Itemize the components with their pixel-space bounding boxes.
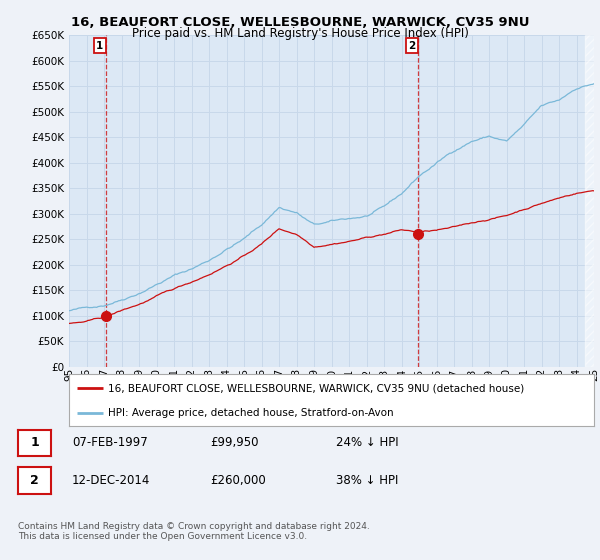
Text: £260,000: £260,000 xyxy=(210,474,266,487)
Text: 2: 2 xyxy=(409,40,416,50)
Text: 1: 1 xyxy=(30,436,39,450)
Text: 12-DEC-2014: 12-DEC-2014 xyxy=(72,474,151,487)
Text: Contains HM Land Registry data © Crown copyright and database right 2024.
This d: Contains HM Land Registry data © Crown c… xyxy=(18,522,370,542)
Text: 16, BEAUFORT CLOSE, WELLESBOURNE, WARWICK, CV35 9NU: 16, BEAUFORT CLOSE, WELLESBOURNE, WARWIC… xyxy=(71,16,529,29)
Text: £99,950: £99,950 xyxy=(210,436,259,450)
Text: HPI: Average price, detached house, Stratford-on-Avon: HPI: Average price, detached house, Stra… xyxy=(109,408,394,418)
Text: 24% ↓ HPI: 24% ↓ HPI xyxy=(336,436,398,450)
Text: 07-FEB-1997: 07-FEB-1997 xyxy=(72,436,148,450)
Text: 1: 1 xyxy=(96,40,103,50)
Text: 38% ↓ HPI: 38% ↓ HPI xyxy=(336,474,398,487)
Text: 16, BEAUFORT CLOSE, WELLESBOURNE, WARWICK, CV35 9NU (detached house): 16, BEAUFORT CLOSE, WELLESBOURNE, WARWIC… xyxy=(109,383,524,393)
Text: Price paid vs. HM Land Registry's House Price Index (HPI): Price paid vs. HM Land Registry's House … xyxy=(131,27,469,40)
Text: 2: 2 xyxy=(30,474,39,487)
